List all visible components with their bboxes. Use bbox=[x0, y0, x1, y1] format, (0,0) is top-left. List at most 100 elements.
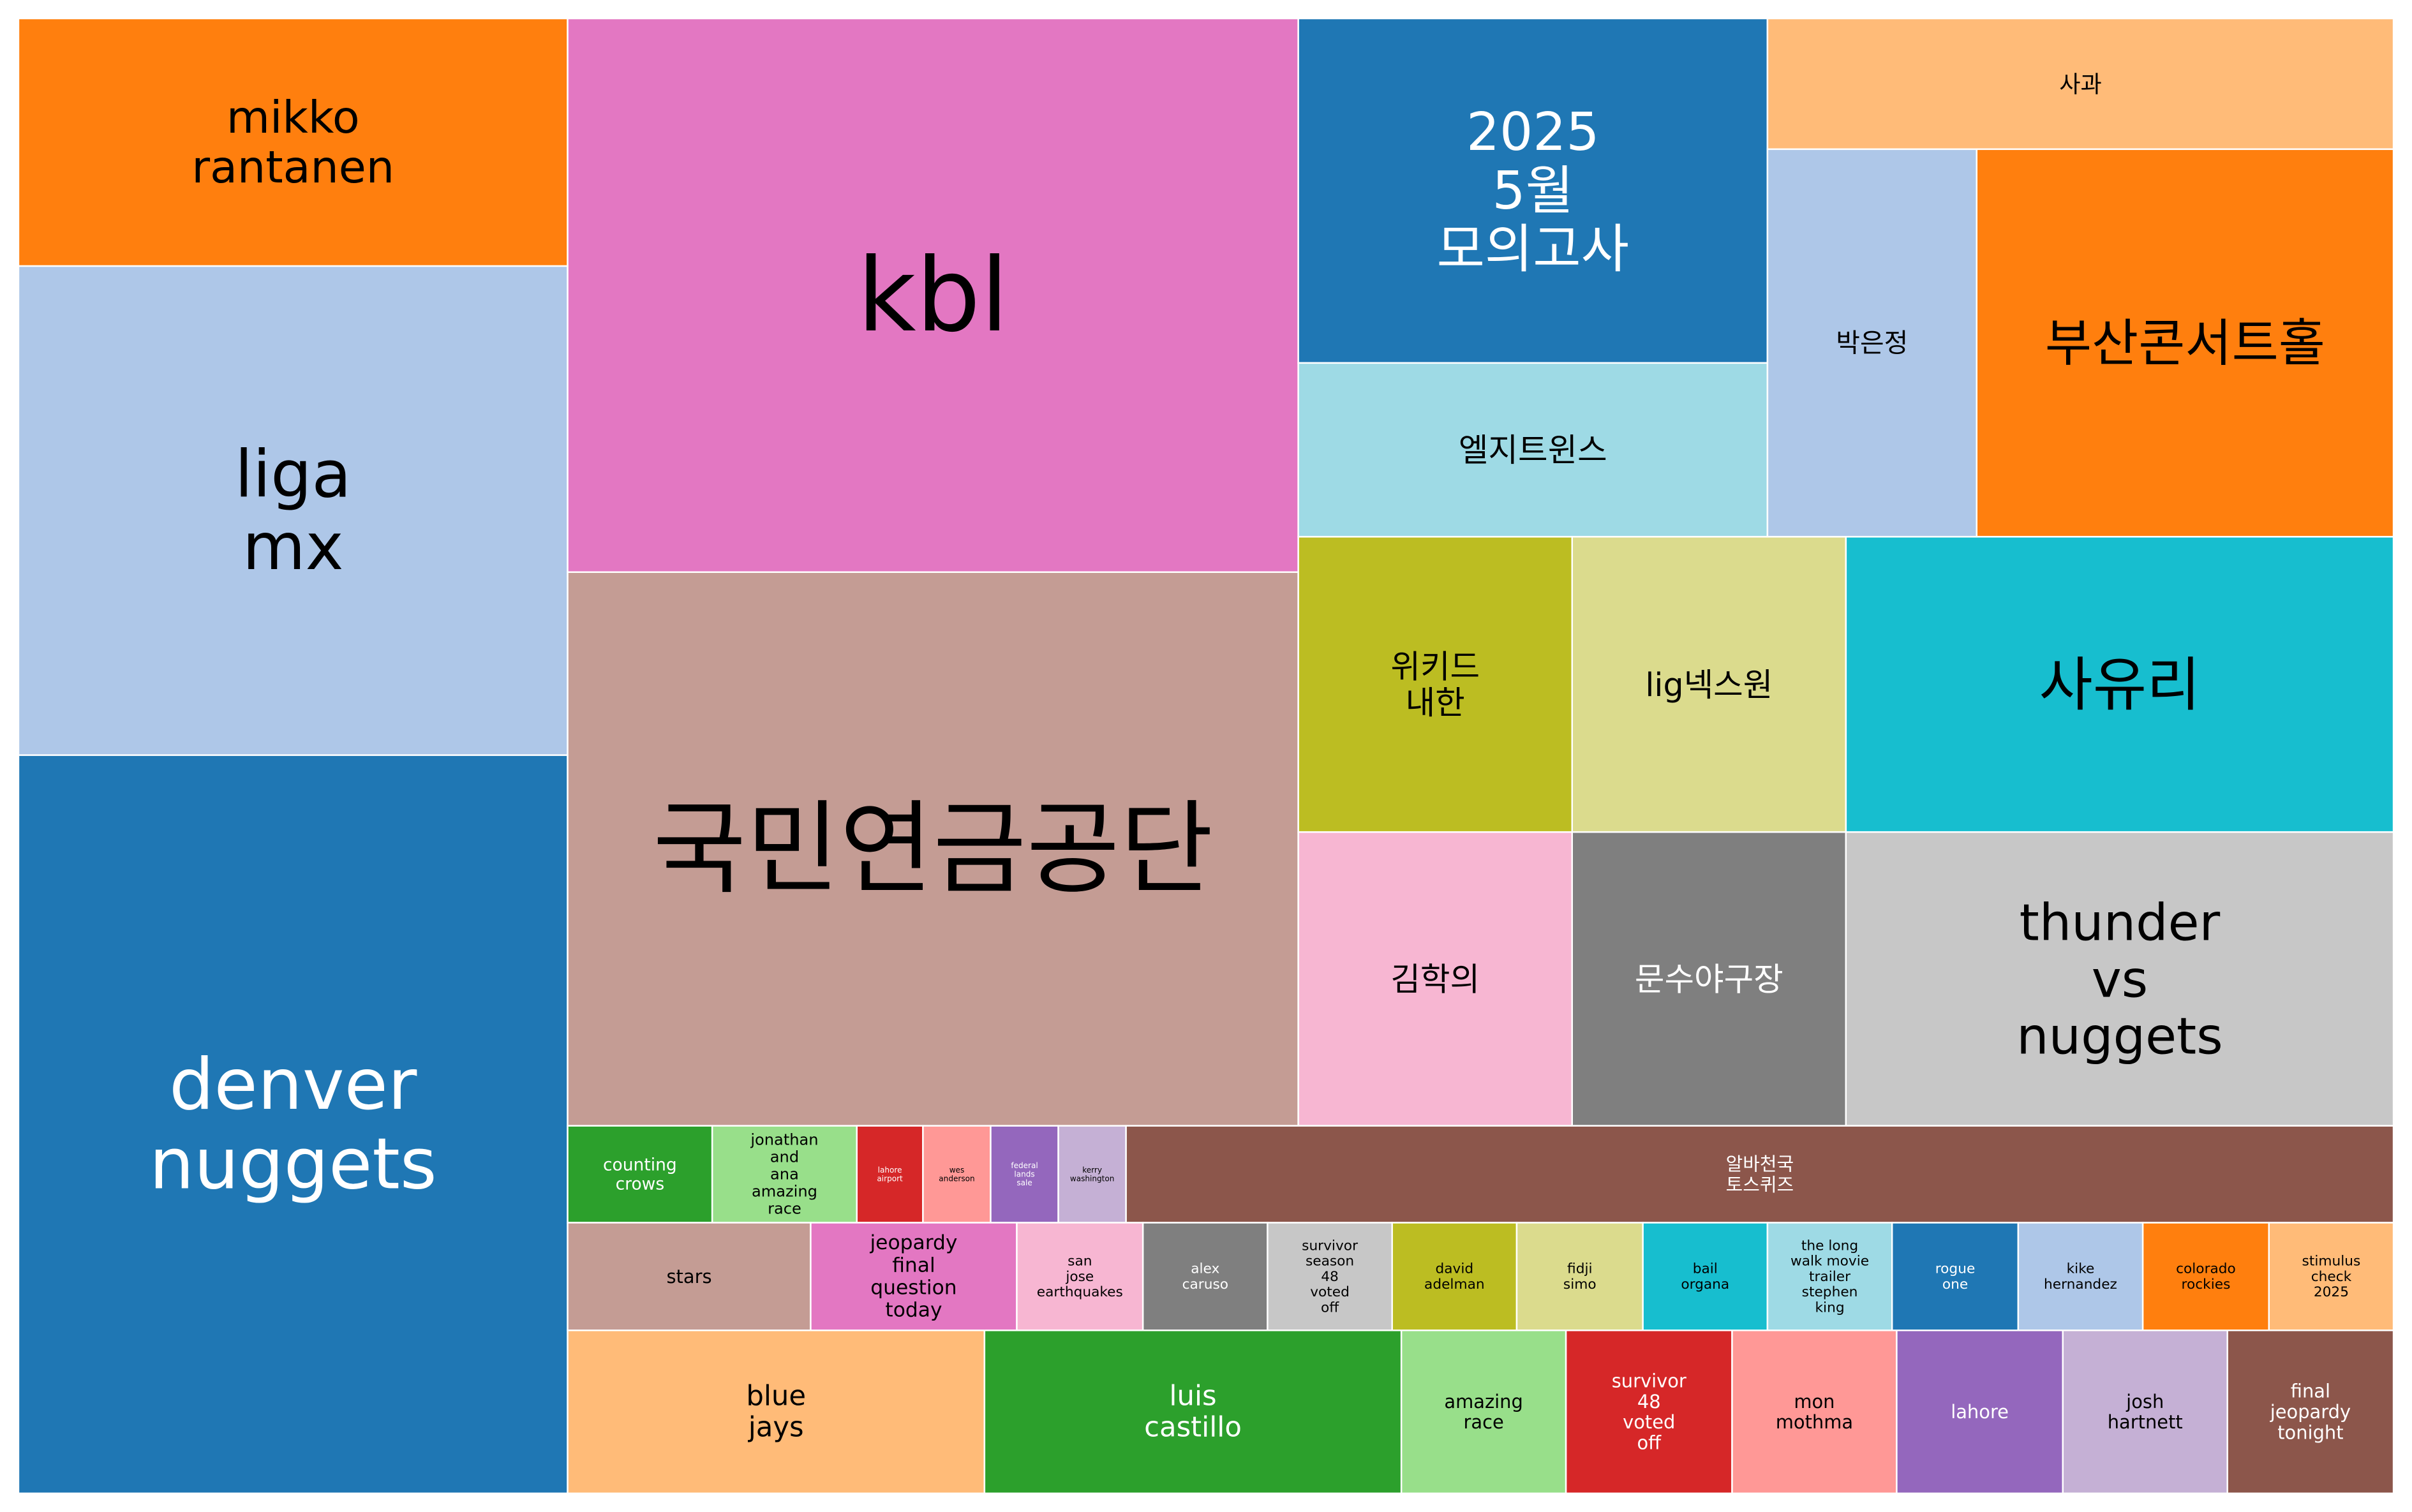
treemap-cell-mon-mothma[interactable]: mon mothma bbox=[1731, 1330, 1898, 1495]
treemap-cell-mikko-rantanen[interactable]: mikko rantanen bbox=[17, 17, 569, 267]
treemap-cell-rogue-one-rect[interactable] bbox=[1891, 1222, 2020, 1331]
treemap-cell-kike-hernandez[interactable]: kike hernandez bbox=[2017, 1222, 2144, 1331]
treemap-cell-lahore-rect[interactable] bbox=[1896, 1330, 2064, 1495]
treemap-cell-문수야구장[interactable]: 문수야구장 bbox=[1571, 831, 1847, 1127]
treemap-cell-kike-hernandez-rect[interactable] bbox=[2017, 1222, 2144, 1331]
treemap-cell-survivor-season-48-voted-off[interactable]: survivor season 48 voted off bbox=[1267, 1222, 1393, 1331]
treemap-cell-stimulus-check-2025[interactable]: stimulus check 2025 bbox=[2268, 1222, 2395, 1331]
treemap-cell-lahore-airport[interactable]: lahore airport bbox=[856, 1125, 924, 1224]
treemap-cell-colorado-rockies-rect[interactable] bbox=[2141, 1222, 2270, 1331]
treemap-cell-liga-mx-label: liga mx bbox=[235, 437, 352, 584]
treemap-cell-박은정[interactable]: 박은정 bbox=[1766, 148, 1978, 538]
treemap-cell-survivor-48-voted-off[interactable]: survivor 48 voted off bbox=[1565, 1330, 1733, 1495]
treemap-cell-lahore[interactable]: lahore bbox=[1896, 1330, 2064, 1495]
treemap-cell-문수야구장-label: 문수야구장 bbox=[1635, 960, 1783, 998]
treemap-cell-survivor-48-voted-off-label: survivor 48 voted off bbox=[1612, 1370, 1686, 1453]
treemap-cell-david-adelman[interactable]: david adelman bbox=[1391, 1222, 1518, 1331]
treemap-cell-josh-hartnett-rect[interactable] bbox=[2062, 1330, 2228, 1495]
treemap-cell-counting-crows[interactable]: counting crows bbox=[567, 1125, 713, 1224]
treemap-cell-stars-rect[interactable] bbox=[567, 1222, 812, 1331]
treemap-cell-final-jeopardy-tonight-label: final jeopardy tonight bbox=[2270, 1381, 2351, 1444]
treemap-cell-the-long-walk-movie-trailer-stephen-king-label: the long walk movie trailer stephen king bbox=[1790, 1238, 1869, 1316]
treemap-cell-fidji-simo[interactable]: fidji simo bbox=[1515, 1222, 1644, 1331]
treemap-cell-alex-caruso[interactable]: alex caruso bbox=[1142, 1222, 1269, 1331]
treemap-cell-사과-rect[interactable] bbox=[1766, 17, 2395, 151]
treemap-cell-kerry-washington-rect[interactable] bbox=[1057, 1125, 1127, 1224]
treemap-cell-kerry-washington[interactable]: kerry washington bbox=[1057, 1125, 1127, 1224]
treemap-cell-fidji-simo-rect[interactable] bbox=[1515, 1222, 1644, 1331]
treemap-cell-사유리[interactable]: 사유리 bbox=[1845, 536, 2395, 833]
treemap-cell-stars[interactable]: stars bbox=[567, 1222, 812, 1331]
treemap-cell-2025-5월-모의고사[interactable]: 2025 5월 모의고사 bbox=[1297, 17, 1769, 364]
treemap-cell-thunder-vs-nuggets-rect[interactable] bbox=[1845, 831, 2395, 1127]
treemap-cell-josh-hartnett-label: josh hartnett bbox=[2108, 1391, 2183, 1433]
treemap-cell-david-adelman-label: david adelman bbox=[1424, 1261, 1485, 1292]
treemap-cell-jeopardy-final-question-today[interactable]: jeopardy final question today bbox=[810, 1222, 1018, 1331]
treemap-cell-denver-nuggets[interactable]: denver nuggets bbox=[17, 754, 569, 1495]
treemap-cell-luis-castillo[interactable]: luis castillo bbox=[983, 1330, 1403, 1495]
treemap-cell-문수야구장-rect[interactable] bbox=[1571, 831, 1847, 1127]
treemap-cell-amazing-race-rect[interactable] bbox=[1400, 1330, 1567, 1495]
treemap-cell-알바천국-토스퀴즈-rect[interactable] bbox=[1125, 1125, 2395, 1224]
treemap-cell-mon-mothma-label: mon mothma bbox=[1776, 1391, 1853, 1433]
treemap-cell-부산콘서트홀[interactable]: 부산콘서트홀 bbox=[1976, 148, 2395, 538]
treemap-cell-federal-lands-sale[interactable]: federal lands sale bbox=[990, 1125, 1059, 1224]
treemap-cell-survivor-season-48-voted-off-rect[interactable] bbox=[1267, 1222, 1393, 1331]
treemap-cell-부산콘서트홀-rect[interactable] bbox=[1976, 148, 2395, 538]
treemap-cell-kbl[interactable]: kbl bbox=[567, 17, 1299, 574]
treemap-cell-liga-mx-rect[interactable] bbox=[17, 265, 569, 756]
treemap-cell-counting-crows-label: counting crows bbox=[603, 1155, 677, 1194]
treemap-cell-david-adelman-rect[interactable] bbox=[1391, 1222, 1518, 1331]
treemap-cell-mon-mothma-rect[interactable] bbox=[1731, 1330, 1898, 1495]
treemap-cell-blue-jays[interactable]: blue jays bbox=[567, 1330, 986, 1495]
treemap-cell-위키드-내한-rect[interactable] bbox=[1297, 536, 1573, 833]
treemap-cell-사유리-label: 사유리 bbox=[2039, 650, 2201, 718]
treemap-cell-stars-label: stars bbox=[666, 1266, 711, 1287]
treemap-cell-jonathan-and-ana-amazing-race-rect[interactable] bbox=[711, 1125, 858, 1224]
treemap-cell-김학의-rect[interactable] bbox=[1297, 831, 1573, 1127]
treemap-cell-the-long-walk-movie-trailer-stephen-king[interactable]: the long walk movie trailer stephen king bbox=[1766, 1222, 1893, 1331]
treemap-cell-엘지트윈스[interactable]: 엘지트윈스 bbox=[1297, 362, 1769, 538]
treemap-cell-위키드-내한[interactable]: 위키드 내한 bbox=[1297, 536, 1573, 833]
treemap-cell-kbl-label: kbl bbox=[857, 236, 1008, 355]
treemap-cell-사과[interactable]: 사과 bbox=[1766, 17, 2395, 151]
treemap-cell-bail-organa[interactable]: bail organa bbox=[1642, 1222, 1769, 1331]
treemap-cell-rogue-one[interactable]: rogue one bbox=[1891, 1222, 2020, 1331]
treemap-cell-사유리-rect[interactable] bbox=[1845, 536, 2395, 833]
treemap-cell-mikko-rantanen-rect[interactable] bbox=[17, 17, 569, 267]
treemap-cell-alex-caruso-rect[interactable] bbox=[1142, 1222, 1269, 1331]
treemap-cell-luis-castillo-rect[interactable] bbox=[983, 1330, 1403, 1495]
treemap-cell-the-long-walk-movie-trailer-stephen-king-rect[interactable] bbox=[1766, 1222, 1893, 1331]
treemap-cell-denver-nuggets-rect[interactable] bbox=[17, 754, 569, 1495]
treemap-cell-josh-hartnett[interactable]: josh hartnett bbox=[2062, 1330, 2228, 1495]
treemap-cell-stimulus-check-2025-label: stimulus check 2025 bbox=[2302, 1253, 2361, 1300]
treemap-cell-bail-organa-rect[interactable] bbox=[1642, 1222, 1769, 1331]
treemap-cell-liga-mx[interactable]: liga mx bbox=[17, 265, 569, 756]
treemap-cell-final-jeopardy-tonight[interactable]: final jeopardy tonight bbox=[2226, 1330, 2395, 1495]
treemap-cell-국민연금공단-rect[interactable] bbox=[567, 571, 1299, 1127]
treemap-cell-알바천국-토스퀴즈[interactable]: 알바천국 토스퀴즈 bbox=[1125, 1125, 2395, 1224]
treemap-cell-survivor-48-voted-off-rect[interactable] bbox=[1565, 1330, 1733, 1495]
treemap-cell-amazing-race[interactable]: amazing race bbox=[1400, 1330, 1567, 1495]
treemap-cell-알바천국-토스퀴즈-label: 알바천국 토스퀴즈 bbox=[1726, 1153, 1794, 1195]
treemap-cell-jonathan-and-ana-amazing-race[interactable]: jonathan and ana amazing race bbox=[711, 1125, 858, 1224]
treemap-cell-2025-5월-모의고사-rect[interactable] bbox=[1297, 17, 1769, 364]
treemap-cell-luis-castillo-label: luis castillo bbox=[1144, 1381, 1242, 1444]
treemap-cell-thunder-vs-nuggets[interactable]: thunder vs nuggets bbox=[1845, 831, 2395, 1127]
treemap-cell-lig넥스원-rect[interactable] bbox=[1571, 536, 1847, 833]
treemap-cell-김학의[interactable]: 김학의 bbox=[1297, 831, 1573, 1127]
treemap-cell-jeopardy-final-question-today-label: jeopardy final question today bbox=[869, 1231, 957, 1321]
treemap-cell-kbl-rect[interactable] bbox=[567, 17, 1299, 574]
treemap-cell-lig넥스원[interactable]: lig넥스원 bbox=[1571, 536, 1847, 833]
treemap-cell-wes-anderson[interactable]: wes anderson bbox=[922, 1125, 992, 1224]
treemap-cell-fidji-simo-label: fidji simo bbox=[1563, 1261, 1597, 1292]
treemap-cell-엘지트윈스-rect[interactable] bbox=[1297, 362, 1769, 538]
treemap-cell-colorado-rockies[interactable]: colorado rockies bbox=[2141, 1222, 2270, 1331]
treemap-cell-국민연금공단[interactable]: 국민연금공단 bbox=[567, 571, 1299, 1127]
treemap-cell-san-jose-earthquakes[interactable]: san jose earthquakes bbox=[1016, 1222, 1144, 1331]
treemap-cell-엘지트윈스-label: 엘지트윈스 bbox=[1459, 431, 1607, 469]
treemap-cell-박은정-rect[interactable] bbox=[1766, 148, 1978, 538]
treemap-cell-final-jeopardy-tonight-rect[interactable] bbox=[2226, 1330, 2395, 1495]
treemap-cell-san-jose-earthquakes-label: san jose earthquakes bbox=[1037, 1253, 1123, 1300]
treemap-cell-부산콘서트홀-label: 부산콘서트홀 bbox=[2045, 313, 2325, 373]
